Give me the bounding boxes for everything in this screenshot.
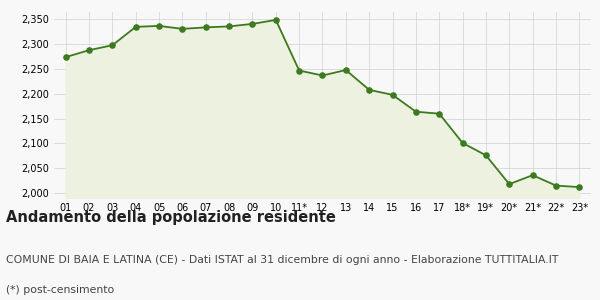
Point [481, 153, 491, 158]
Point [458, 140, 467, 145]
Point [107, 43, 117, 48]
Point [318, 73, 328, 78]
Point [201, 25, 211, 30]
Point [411, 109, 421, 114]
Point [505, 182, 514, 187]
Text: Andamento della popolazione residente: Andamento della popolazione residente [6, 210, 336, 225]
Point [154, 23, 164, 28]
Point [131, 25, 140, 29]
Point [248, 22, 257, 26]
Point [84, 48, 94, 52]
Point [61, 55, 70, 59]
Point [434, 111, 444, 116]
Point [271, 17, 281, 22]
Point [551, 183, 561, 188]
Point [178, 26, 187, 31]
Point [364, 88, 374, 92]
Point [575, 185, 584, 190]
Point [224, 24, 234, 29]
Point [388, 92, 397, 97]
Text: COMUNE DI BAIA E LATINA (CE) - Dati ISTAT al 31 dicembre di ogni anno - Elaboraz: COMUNE DI BAIA E LATINA (CE) - Dati ISTA… [6, 255, 559, 265]
Point [295, 68, 304, 73]
Text: (*) post-censimento: (*) post-censimento [6, 285, 114, 295]
Point [528, 173, 538, 178]
Point [341, 68, 350, 72]
